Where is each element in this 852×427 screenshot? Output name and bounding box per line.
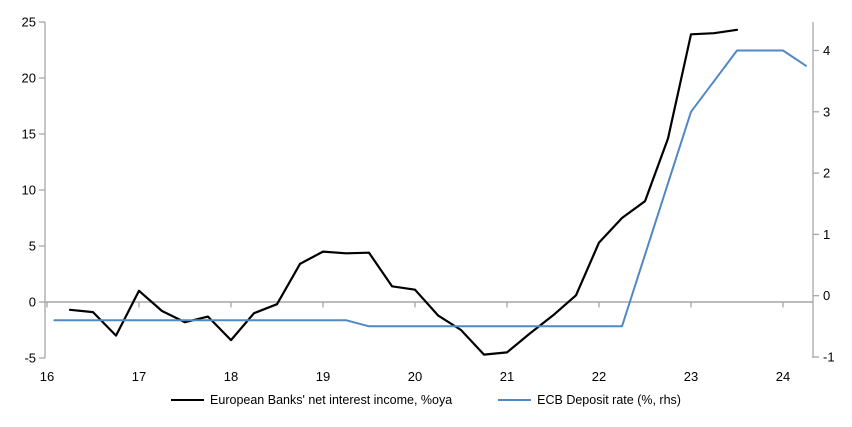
- black-line-swatch-icon: [171, 399, 205, 401]
- legend-item-ecb-deposit-rate: ECB Deposit rate (%, rhs): [498, 393, 681, 407]
- left-axis-tick-label: 10: [22, 183, 36, 198]
- right-axis-tick-label: 4: [823, 43, 830, 58]
- right-axis-tick-label: 3: [823, 104, 830, 119]
- x-axis-tick-label: 22: [592, 369, 606, 384]
- x-axis-tick-label: 20: [408, 369, 422, 384]
- right-axis-tick-label: 0: [823, 288, 830, 303]
- x-axis-tick-label: 23: [684, 369, 698, 384]
- blue-line-swatch-icon: [498, 399, 532, 401]
- x-axis-tick-label: 21: [500, 369, 514, 384]
- right-axis-tick-label: -1: [823, 350, 835, 365]
- left-axis-tick-label: 20: [22, 71, 36, 86]
- legend-label-ecb-deposit-rate: ECB Deposit rate (%, rhs): [537, 393, 681, 407]
- x-axis-tick-label: 16: [40, 369, 54, 384]
- legend-item-net-interest-income: European Banks' net interest income, %oy…: [171, 393, 452, 407]
- x-axis-tick-label: 19: [316, 369, 330, 384]
- left-axis-tick-label: 15: [22, 127, 36, 142]
- x-axis-tick-label: 24: [776, 369, 790, 384]
- ecb-deposit-rate-line: [53, 49, 807, 328]
- left-axis-tick-label: -5: [24, 351, 36, 366]
- x-axis-tick-label: 17: [132, 369, 146, 384]
- legend-label-net-interest-income: European Banks' net interest income, %oy…: [210, 393, 453, 407]
- left-axis-tick-label: 25: [22, 15, 36, 30]
- right-axis-tick-label: 1: [823, 227, 830, 242]
- left-axis-tick-label: 5: [29, 239, 36, 254]
- chart-legend: European Banks' net interest income, %oy…: [0, 393, 852, 407]
- net-interest-income-line: [68, 28, 739, 356]
- x-axis-tick-label: 18: [224, 369, 238, 384]
- right-axis-tick-label: 2: [823, 166, 830, 181]
- left-axis-tick-label: 0: [29, 295, 36, 310]
